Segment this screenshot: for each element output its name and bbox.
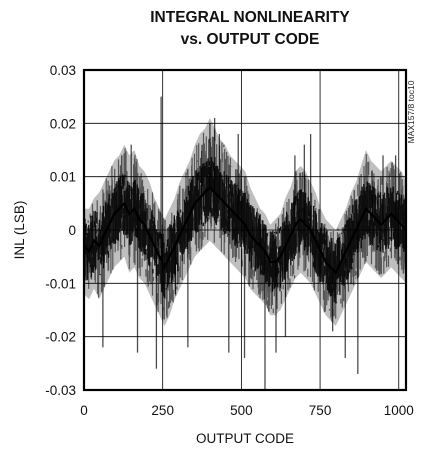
x-tick-label: 500: [230, 403, 253, 418]
chart-title-line-2: vs. OUTPUT CODE: [181, 31, 320, 48]
y-tick-label: 0: [68, 223, 76, 238]
y-tick-label: -0.03: [45, 383, 76, 398]
y-tick-label: -0.01: [45, 276, 76, 291]
y-tick-label: 0.01: [50, 170, 76, 185]
x-axis-label: OUTPUT CODE: [196, 431, 294, 446]
x-tick-labels: 0 250 500 750 1000: [80, 403, 414, 418]
x-tick-label: 750: [309, 403, 332, 418]
inl-series: [83, 96, 408, 390]
y-tick-label: 0.03: [50, 63, 76, 78]
figure-reference-note: MAX157/8 toc10: [406, 80, 416, 143]
x-tick-label: 0: [80, 403, 88, 418]
y-tick-label: 0.02: [50, 116, 76, 131]
x-tick-label: 1000: [384, 403, 414, 418]
plot-frame: [82, 68, 408, 392]
chart-title-line-1: INTEGRAL NONLINEARITY: [150, 9, 350, 26]
x-tick-label: 250: [151, 403, 174, 418]
y-tick-label: -0.02: [45, 330, 76, 345]
y-axis-label: INL (LSB): [12, 201, 27, 260]
y-tick-labels: 0.03 0.02 0.01 0 -0.01 -0.02 -0.03: [45, 63, 76, 398]
